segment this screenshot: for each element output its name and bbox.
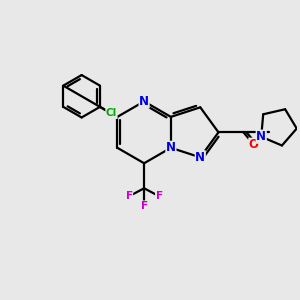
Text: N: N [195,151,205,164]
Text: N: N [139,95,149,108]
Text: Cl: Cl [106,109,117,118]
Text: N: N [166,141,176,154]
Text: F: F [125,191,133,201]
Text: O: O [249,138,259,151]
Text: F: F [156,191,163,201]
Text: N: N [256,130,266,143]
Text: F: F [140,201,148,211]
